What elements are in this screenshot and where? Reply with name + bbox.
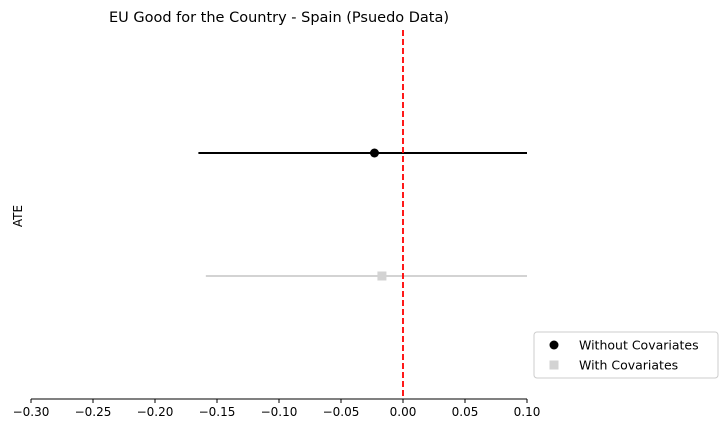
- x-tick-label: −0.05: [323, 405, 360, 419]
- point-marker: [377, 271, 387, 281]
- x-tick-label: 0.10: [514, 405, 541, 419]
- y-axis-label: ATE: [11, 205, 25, 227]
- x-tick-label: −0.30: [13, 405, 50, 419]
- x-tick-label: −0.10: [261, 405, 298, 419]
- x-tick-label: 0.05: [452, 405, 479, 419]
- legend-marker: [549, 340, 559, 350]
- legend-label: With Covariates: [579, 358, 678, 373]
- legend-label: Without Covariates: [579, 338, 699, 353]
- x-tick-label: −0.25: [75, 405, 112, 419]
- x-tick-label: 0.00: [390, 405, 417, 419]
- point-marker: [369, 148, 379, 158]
- legend-frame: [533, 331, 719, 379]
- x-tick-label: −0.15: [199, 405, 236, 419]
- plot-area: −0.30 −0.25 −0.20 −0.15 −0.10 −0.05 0.00 0.05 0.…: [13, 30, 541, 419]
- legend: Without Covariates With Covariates: [533, 331, 719, 379]
- x-tick-label: −0.20: [137, 405, 174, 419]
- legend-marker: [549, 360, 559, 370]
- chart-title: EU Good for the Country - Spain (Psuedo …: [109, 10, 449, 26]
